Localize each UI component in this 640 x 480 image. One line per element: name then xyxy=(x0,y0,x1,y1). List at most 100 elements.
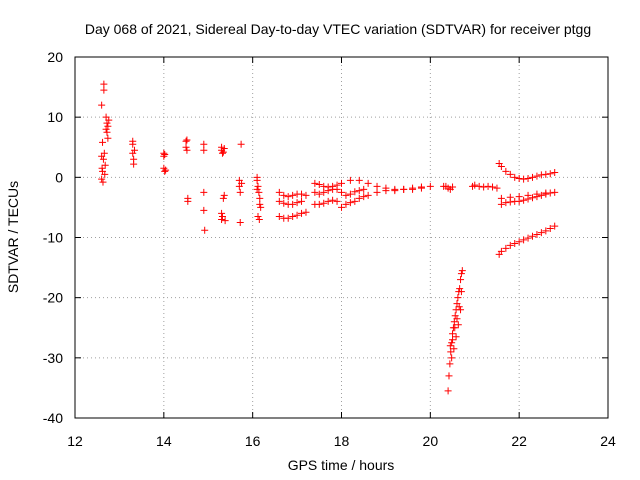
data-point xyxy=(520,175,528,183)
data-point xyxy=(315,190,323,198)
data-point xyxy=(360,185,368,193)
data-point xyxy=(238,179,246,187)
data-point xyxy=(256,194,264,202)
data-point xyxy=(219,148,227,156)
data-point xyxy=(200,140,208,148)
data-point xyxy=(284,214,292,222)
data-point xyxy=(497,194,505,202)
data-point xyxy=(453,315,461,323)
data-point xyxy=(160,152,168,160)
data-point xyxy=(289,212,297,220)
data-point xyxy=(293,199,301,207)
data-point xyxy=(351,197,359,205)
data-point xyxy=(457,276,465,284)
data-point xyxy=(161,150,169,158)
data-point xyxy=(457,288,465,296)
data-point xyxy=(458,267,466,275)
data-point xyxy=(373,188,381,196)
data-point xyxy=(489,183,497,191)
data-point xyxy=(218,212,226,220)
data-point xyxy=(255,215,263,223)
data-point xyxy=(426,182,434,190)
data-point xyxy=(183,146,191,154)
data-point xyxy=(502,167,510,175)
data-point xyxy=(99,155,107,163)
data-point xyxy=(315,181,323,189)
data-point xyxy=(200,188,208,196)
data-point xyxy=(183,136,191,144)
data-point xyxy=(450,345,458,353)
data-point xyxy=(160,164,168,172)
data-point xyxy=(446,360,454,368)
y-tick-label: 0 xyxy=(55,169,63,185)
data-point xyxy=(218,215,226,223)
data-point xyxy=(351,188,359,196)
series-late-upper-arc xyxy=(495,159,559,183)
data-point xyxy=(130,160,138,168)
data-point xyxy=(542,189,550,197)
data-point xyxy=(444,387,452,395)
data-point xyxy=(293,211,301,219)
data-point xyxy=(255,188,263,196)
plot-frame xyxy=(74,56,609,419)
data-point xyxy=(493,184,501,192)
x-tick-label: 20 xyxy=(423,433,439,449)
data-point xyxy=(442,182,450,190)
data-point xyxy=(346,190,354,198)
data-point xyxy=(528,173,536,181)
data-point xyxy=(98,164,106,172)
series-cluster-13 xyxy=(129,136,228,205)
data-point xyxy=(448,339,456,347)
data-point xyxy=(324,187,332,195)
data-point xyxy=(456,285,464,293)
data-point xyxy=(284,193,292,201)
x-axis-label: GPS time / hours xyxy=(288,457,395,473)
y-tick-label: -20 xyxy=(43,290,63,306)
series-early-scatter xyxy=(98,80,113,186)
data-point xyxy=(162,166,170,174)
data-point xyxy=(100,86,108,94)
data-point xyxy=(355,187,363,195)
data-point xyxy=(546,170,554,178)
y-tick-label: -10 xyxy=(43,230,63,246)
data-point xyxy=(201,226,209,234)
data-point xyxy=(475,182,483,190)
data-point xyxy=(218,209,226,217)
data-point xyxy=(449,330,457,338)
data-point xyxy=(454,321,462,329)
data-point xyxy=(382,187,390,195)
data-point xyxy=(129,140,137,148)
data-point xyxy=(184,197,192,205)
data-points xyxy=(98,80,559,395)
data-point xyxy=(182,143,190,151)
data-point xyxy=(218,149,226,157)
data-point xyxy=(446,342,454,350)
x-tick-label: 12 xyxy=(67,433,83,449)
data-point xyxy=(520,236,528,244)
data-point xyxy=(320,182,328,190)
data-point xyxy=(101,170,109,178)
data-point xyxy=(280,191,288,199)
y-axis-label: SDTVAR / TECUs xyxy=(5,181,21,293)
data-point xyxy=(537,191,545,199)
data-point xyxy=(103,128,111,136)
data-point xyxy=(511,173,519,181)
data-point xyxy=(524,191,532,199)
data-point xyxy=(449,336,457,344)
data-point xyxy=(253,185,261,193)
data-point xyxy=(298,209,306,217)
data-point xyxy=(254,182,262,190)
data-point xyxy=(480,183,488,191)
data-point xyxy=(454,294,462,302)
data-point xyxy=(101,161,109,169)
data-point xyxy=(105,116,113,124)
data-point xyxy=(338,203,345,211)
data-point xyxy=(298,190,306,198)
data-point xyxy=(131,146,139,154)
data-point xyxy=(502,244,510,252)
data-point xyxy=(364,191,372,199)
series-mid-lower xyxy=(200,140,265,234)
data-point xyxy=(257,203,265,211)
data-point xyxy=(289,191,297,199)
